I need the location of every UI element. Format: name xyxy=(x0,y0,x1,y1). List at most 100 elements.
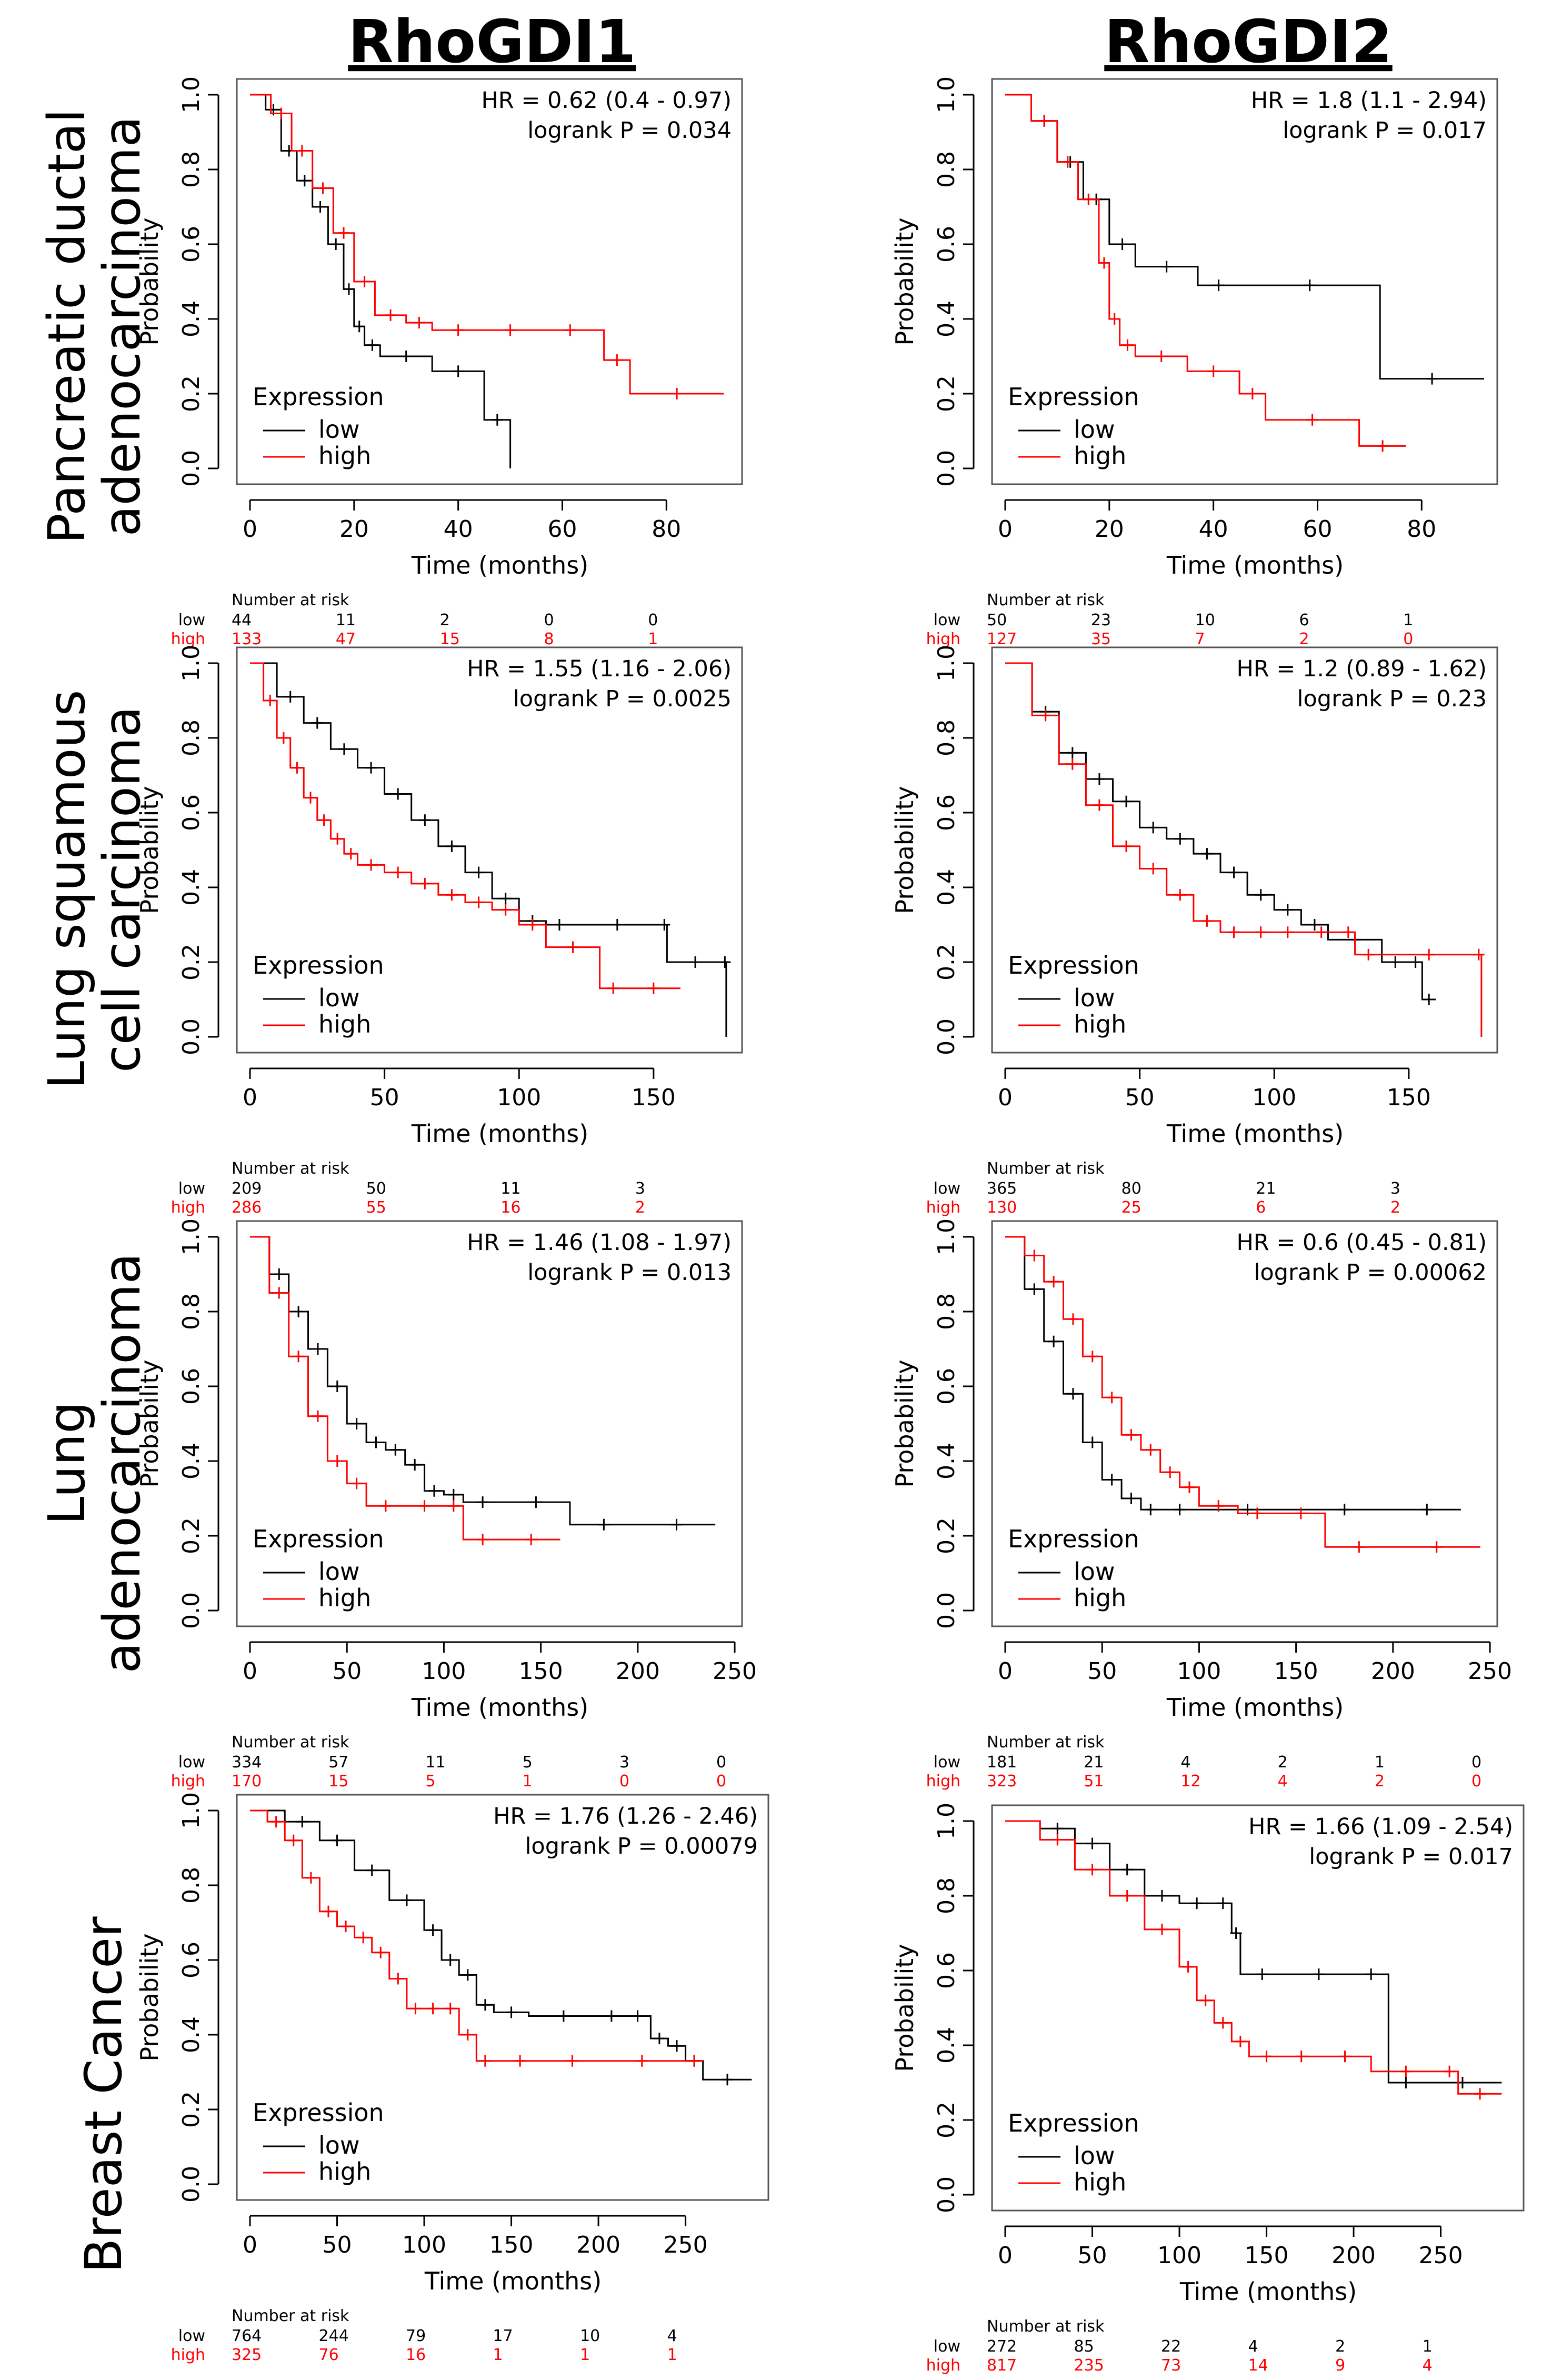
censor-mark-low xyxy=(722,2074,734,2086)
legend-title: Expression xyxy=(1008,2109,1139,2137)
censor-mark-high xyxy=(1108,313,1120,325)
risk-row-label-high: high xyxy=(171,2346,205,2364)
risk-count-low: 4 xyxy=(667,2327,677,2345)
risk-count-high: 15 xyxy=(328,1772,348,1791)
plot-frame xyxy=(991,1804,1525,2212)
censor-mark-high xyxy=(1444,2065,1456,2077)
x-tick-label: 60 xyxy=(547,516,577,543)
risk-count-high: 47 xyxy=(336,630,356,648)
x-axis-label: Time (months) xyxy=(1166,551,1344,579)
risk-count-high: 286 xyxy=(232,1198,262,1217)
risk-count-high: 325 xyxy=(232,2346,262,2364)
censor-mark-high xyxy=(277,732,289,744)
censor-mark-high xyxy=(338,227,350,239)
risk-count-low: 334 xyxy=(232,1753,262,1772)
y-tick-label: 0.4 xyxy=(933,869,960,906)
risk-count-high: 76 xyxy=(319,2346,339,2364)
curve-low xyxy=(1005,662,1436,1001)
y-tick-label: 0.6 xyxy=(178,1942,205,1978)
risk-row-label-low: low xyxy=(934,1179,960,1198)
x-tick-label: 200 xyxy=(1371,1658,1415,1685)
x-tick-label: 50 xyxy=(323,2232,352,2258)
hazard-ratio: HR = 0.62 (0.4 - 0.97) xyxy=(481,87,732,114)
y-axis-label: Probability xyxy=(135,1933,164,2061)
hazard-ratio: HR = 1.66 (1.09 - 2.54) xyxy=(1248,1814,1513,1840)
censor-mark-high xyxy=(1083,193,1095,205)
censor-mark-low xyxy=(1421,1504,1433,1516)
risk-count-high: 25 xyxy=(1122,1198,1142,1217)
x-axis-label: Time (months) xyxy=(1166,1693,1344,1722)
censor-mark-high xyxy=(566,2055,578,2067)
censor-mark-high xyxy=(1125,1429,1137,1441)
risk-row-label-low: low xyxy=(178,1179,205,1198)
y-tick-label: 0.4 xyxy=(178,1443,205,1479)
censor-mark-high xyxy=(1052,1834,1064,1846)
legend-label-low: low xyxy=(318,984,360,1012)
risk-count-low: 2 xyxy=(1335,2337,1345,2356)
censor-mark-low xyxy=(605,2010,617,2022)
censor-mark-high xyxy=(1213,1500,1225,1512)
risk-count-high: 0 xyxy=(619,1772,629,1791)
legend-label-low: low xyxy=(318,1557,360,1586)
risk-row-label-high: high xyxy=(926,1772,960,1791)
row-label-line: adenocarcinoma xyxy=(93,1253,152,1674)
y-tick-label: 1.0 xyxy=(178,645,205,682)
censor-mark-low xyxy=(670,1518,683,1531)
censor-mark-high xyxy=(1098,257,1110,269)
x-tick-label: 50 xyxy=(1087,1658,1117,1685)
censor-mark-high xyxy=(1315,926,1327,938)
censor-mark-low xyxy=(1281,904,1294,916)
x-tick-label: 250 xyxy=(713,1658,757,1685)
x-tick-label: 50 xyxy=(1125,1084,1155,1111)
x-tick-label: 100 xyxy=(422,1658,466,1685)
censor-mark-low xyxy=(409,1459,421,1471)
censor-mark-high xyxy=(1234,2035,1246,2047)
y-tick-label: 0.8 xyxy=(933,1877,960,1914)
censor-mark-low xyxy=(1426,373,1438,385)
censor-mark-high xyxy=(1122,339,1134,351)
censor-mark-high xyxy=(1400,2065,1412,2077)
logrank-p: logrank P = 0.0025 xyxy=(513,686,732,712)
censor-mark-high xyxy=(1207,365,1219,377)
censor-mark-low xyxy=(1423,994,1435,1005)
censor-mark-low xyxy=(1389,956,1401,968)
y-tick-label: 0.6 xyxy=(933,226,960,263)
plot-frame xyxy=(991,646,1498,1054)
censor-mark-high xyxy=(1339,2051,1351,2063)
y-tick-label: 0.8 xyxy=(178,1293,205,1330)
x-tick-label: 150 xyxy=(519,1658,563,1685)
risk-row-label-low: low xyxy=(178,1753,205,1772)
y-axis-label: Probability xyxy=(135,786,164,914)
censor-mark-low xyxy=(392,788,404,800)
censor-mark-low xyxy=(462,1969,474,1981)
censor-mark-low xyxy=(1228,866,1240,878)
censor-mark-low xyxy=(553,919,565,931)
row-label-line: Breast Cancer xyxy=(74,1916,133,2273)
censor-mark-high xyxy=(413,317,425,329)
censor-mark-high xyxy=(419,877,431,889)
censor-mark-high xyxy=(526,919,538,931)
risk-table-title: Number at risk xyxy=(232,591,349,609)
censor-mark-low xyxy=(1048,1335,1060,1347)
risk-table-title: Number at risk xyxy=(987,2317,1105,2336)
legend-title: Expression xyxy=(253,1525,384,1553)
risk-row-label-low: low xyxy=(934,611,960,629)
risk-count-low: 50 xyxy=(987,611,1007,629)
risk-row-label-high: high xyxy=(171,630,205,648)
hazard-ratio: HR = 1.8 (1.1 - 2.94) xyxy=(1251,87,1487,114)
legend-title: Expression xyxy=(253,2098,384,2127)
censor-mark-low xyxy=(1313,1968,1325,1981)
panel-lusc-rhogdi2: 0.0 0.2 0.4 0.6 0.8 1.0 Probability 0 50 100 150 Ti… xyxy=(890,645,1498,1217)
legend-label-high: high xyxy=(318,1584,371,1612)
censor-mark-low xyxy=(1125,1493,1137,1504)
logrank-p: logrank P = 0.034 xyxy=(527,117,732,144)
risk-count-low: 21 xyxy=(1084,1753,1104,1772)
censor-mark-low xyxy=(366,1864,378,1876)
censor-mark-low xyxy=(311,717,323,729)
censor-mark-high xyxy=(264,695,276,706)
censor-mark-high xyxy=(331,1455,343,1467)
x-tick-label: 80 xyxy=(652,516,681,543)
risk-count-low: 23 xyxy=(1091,611,1111,629)
censor-mark-low xyxy=(719,956,731,968)
risk-count-high: 1 xyxy=(648,630,658,648)
